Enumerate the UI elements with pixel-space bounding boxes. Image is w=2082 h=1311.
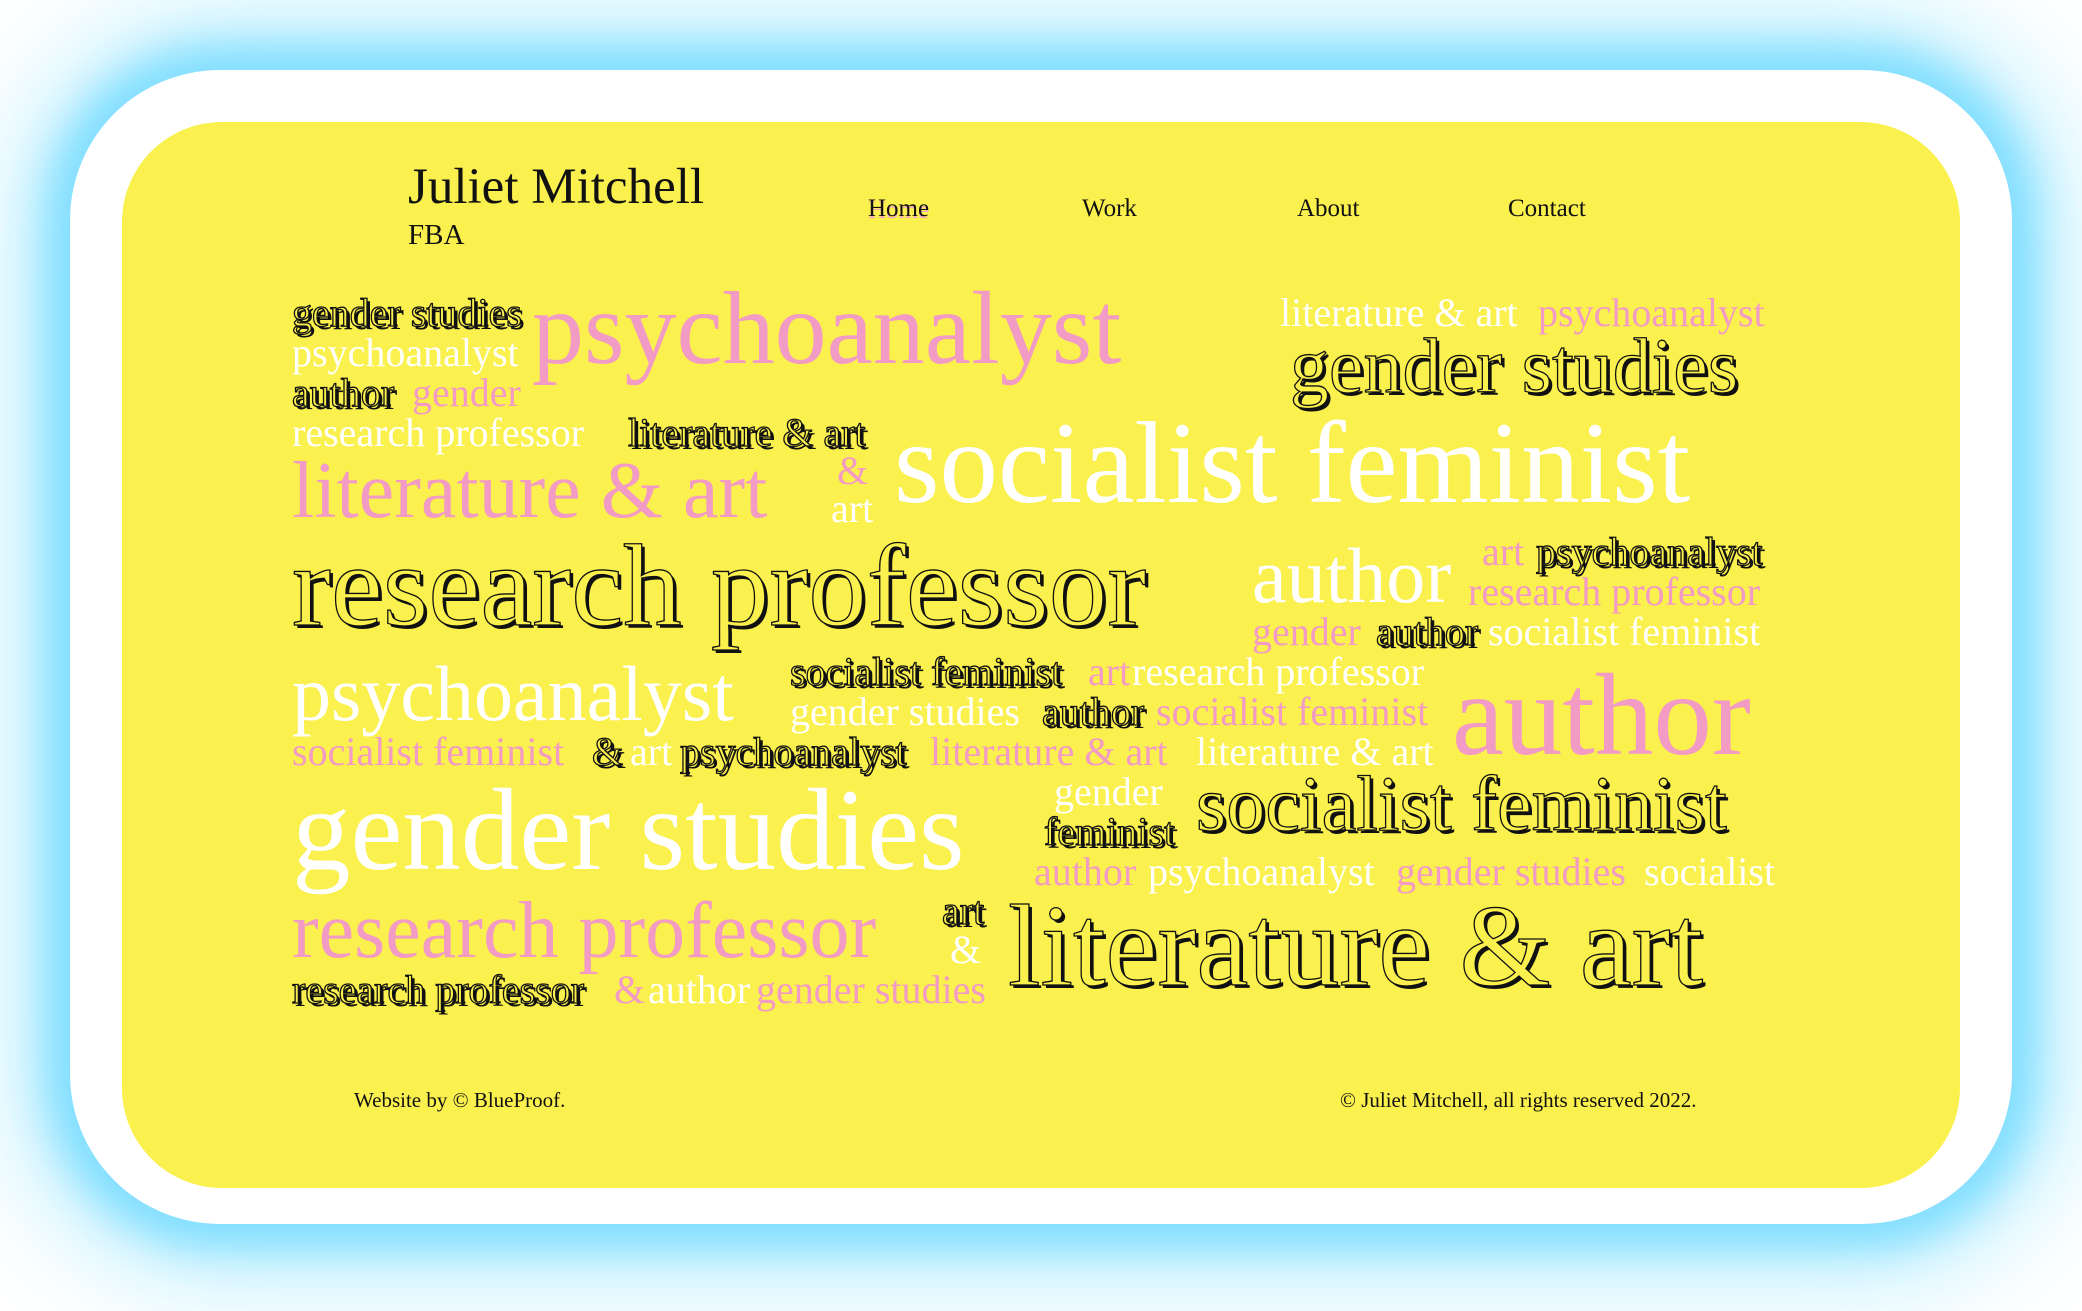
cloud-word: socialist feminist <box>1488 609 1761 654</box>
cloud-word: art <box>941 888 985 933</box>
brand-name: Juliet Mitchell <box>408 159 705 215</box>
site-brand[interactable]: Juliet Mitchell FBA <box>408 162 704 250</box>
cloud-word: gender studies <box>1289 322 1739 409</box>
word-cloud: gender studies psychoanalyst literature … <box>122 122 1960 1188</box>
cloud-word: literature & art <box>292 447 768 535</box>
footer-credit[interactable]: Website by © BlueProof. <box>354 1088 566 1112</box>
cloud-word: gender <box>1252 609 1361 654</box>
cloud-word: author <box>1375 609 1479 654</box>
footer-copyright: © Juliet Mitchell, all rights reserved 2… <box>1340 1088 1697 1112</box>
cloud-word: literature & art <box>1196 729 1434 774</box>
cloud-word: socialist feminist <box>292 729 565 774</box>
cloud-word: research professor <box>292 410 585 455</box>
cloud-word: socialist <box>1644 849 1776 894</box>
cloud-word: research professor <box>1468 569 1761 614</box>
cloud-word: gender studies <box>756 967 986 1012</box>
cloud-word: feminist <box>1043 809 1176 854</box>
cloud-word: literature & art <box>627 410 866 455</box>
cloud-word: psychoanalyst <box>1538 290 1765 335</box>
cloud-word: socialist feminist <box>1156 689 1429 734</box>
cloud-word: psychoanalyst <box>292 330 519 375</box>
cloud-word: psychoanalyst <box>292 650 734 737</box>
cloud-word: gender studies <box>790 689 1020 734</box>
cloud-word: art <box>831 486 874 531</box>
cloud-word: gender studies <box>292 766 965 895</box>
cloud-word: gender <box>1054 769 1163 814</box>
cloud-word: psychoanalyst <box>1148 849 1375 894</box>
cloud-word: art <box>1088 649 1131 694</box>
cloud-word: & <box>614 967 646 1012</box>
nav-home[interactable]: Home <box>868 195 930 222</box>
cloud-word: author <box>1452 651 1751 780</box>
brand-suffix: FBA <box>408 219 465 251</box>
nav-contact[interactable]: Contact <box>1508 195 1586 222</box>
cloud-word: author <box>1034 849 1137 894</box>
cloud-word: art <box>1482 529 1525 574</box>
cloud-word: psychoanalyst <box>532 271 1122 386</box>
cloud-word: & <box>591 729 624 774</box>
cloud-word: literature & art <box>1280 290 1518 335</box>
cloud-word: research professor <box>291 967 585 1012</box>
cloud-word: gender studies <box>291 290 522 335</box>
cloud-word: research professor <box>292 887 877 975</box>
cloud-word: gender studies <box>1396 849 1626 894</box>
cloud-word: research professor <box>291 522 1147 651</box>
cloud-word: psychoanalyst <box>679 729 907 774</box>
cloud-word: author <box>648 967 751 1012</box>
cloud-word: research professor <box>1132 649 1425 694</box>
cloud-word: socialist feminist <box>894 399 1691 528</box>
cloud-word: literature & art <box>1007 882 1704 1011</box>
cloud-word: & <box>837 448 869 493</box>
cloud-word: author <box>291 370 395 415</box>
nav-about[interactable]: About <box>1297 195 1360 222</box>
cloud-word: gender <box>412 370 521 415</box>
cloud-word: socialist feminist <box>1195 760 1727 847</box>
nav-work[interactable]: Work <box>1082 195 1137 222</box>
cloud-word: author <box>1252 532 1452 619</box>
cloud-word: literature & art <box>930 729 1168 774</box>
cloud-word: & <box>950 927 982 972</box>
cloud-word: art <box>630 729 673 774</box>
cloud-word: author <box>1041 689 1145 734</box>
cloud-word: psychoanalyst <box>1535 529 1763 574</box>
cloud-word: socialist feminist <box>789 649 1063 694</box>
site-panel: Juliet Mitchell FBA Home Work About Cont… <box>122 122 1960 1188</box>
